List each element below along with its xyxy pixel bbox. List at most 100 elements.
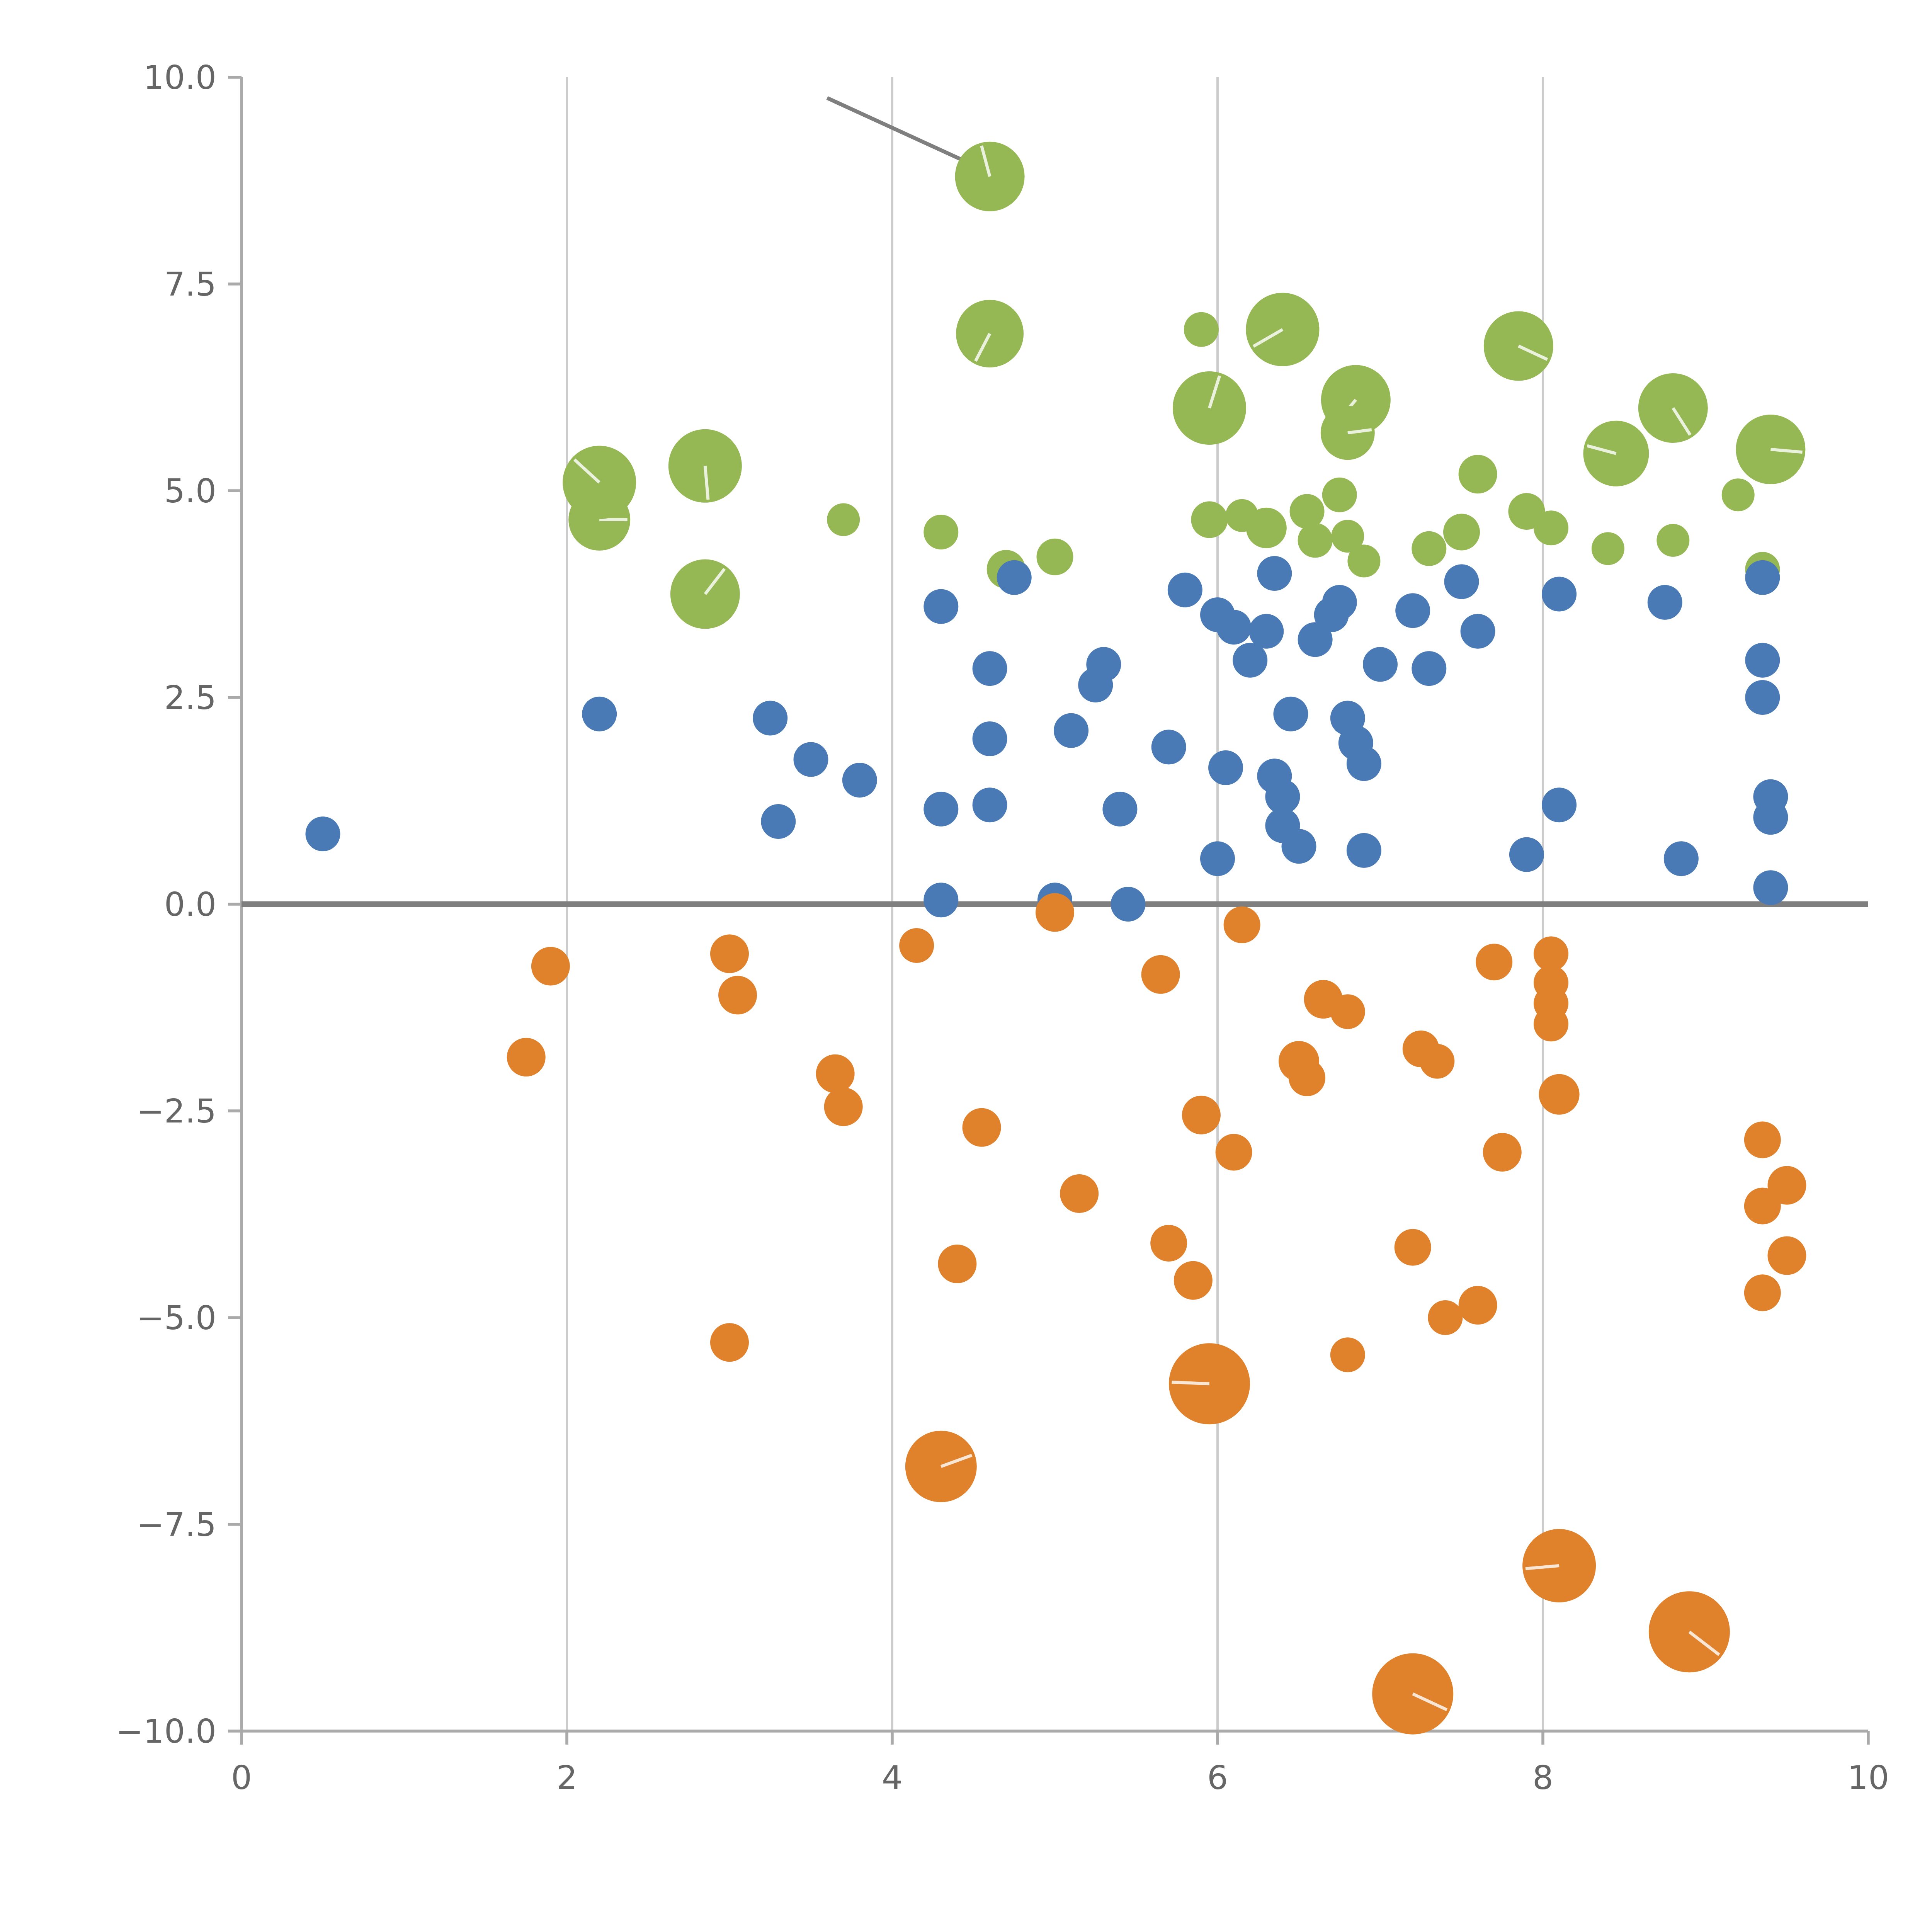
data-point-orange [962, 1108, 1001, 1147]
data-point-orange [816, 1054, 855, 1093]
data-point-blue [1257, 556, 1292, 591]
data-point-orange [1476, 944, 1513, 981]
data-point-blue [1346, 833, 1381, 868]
data-point-green [923, 515, 959, 549]
y-tick-label: −10.0 [116, 1713, 216, 1751]
data-point-blue [842, 763, 877, 798]
y-tick-label: −5.0 [137, 1299, 216, 1337]
data-point-blue [793, 742, 828, 777]
bubble-highlight-tick [940, 1454, 973, 1468]
data-point-orange [710, 1323, 749, 1362]
data-point-blue [972, 721, 1007, 756]
data-point-orange [1483, 1133, 1522, 1172]
data-point-blue [1542, 577, 1577, 612]
bubble-highlight-tick [980, 145, 992, 177]
data-point-blue [997, 560, 1032, 595]
data-point-green [1721, 478, 1755, 512]
bubble-highlight-tick [1688, 1631, 1720, 1656]
x-tick-label: 6 [1207, 1759, 1228, 1797]
bubble-highlight-tick [1208, 375, 1221, 409]
data-point-blue [1753, 870, 1788, 905]
bubble-highlight-tick [1518, 344, 1548, 361]
data-point-orange [1744, 1274, 1781, 1311]
bubble-highlight-tick [1347, 428, 1372, 435]
x-tick-label: 8 [1532, 1759, 1553, 1797]
data-point-blue [1363, 647, 1398, 682]
data-point-blue [1233, 643, 1268, 678]
data-point-orange [1534, 1007, 1569, 1042]
data-point-green [1191, 501, 1228, 538]
data-point-orange [1767, 1166, 1806, 1205]
bubble-highlight-tick [974, 333, 992, 362]
data-point-orange [1767, 1236, 1806, 1275]
y-tick-label: 0.0 [164, 886, 216, 924]
data-point-blue [1265, 779, 1300, 814]
data-point-blue [1281, 829, 1316, 864]
data-point-orange [531, 947, 570, 986]
x-tick-label: 4 [882, 1759, 903, 1797]
x-tick-label: 0 [231, 1759, 252, 1797]
data-point-orange [1744, 1121, 1781, 1158]
data-point-blue [753, 701, 788, 736]
bubble-highlight-tick [1587, 444, 1617, 455]
data-point-blue [1216, 610, 1252, 645]
y-tick-label: −2.5 [137, 1092, 216, 1131]
data-point-blue [1322, 585, 1357, 620]
data-point-orange [1215, 1134, 1252, 1171]
data-point-green [1322, 477, 1357, 512]
data-point-green [1458, 455, 1497, 494]
data-point-orange [1458, 1286, 1497, 1325]
bubble-highlight-tick [1525, 1564, 1560, 1570]
bubble-highlight-tick [573, 458, 600, 484]
data-point-green [1591, 532, 1624, 565]
data-point-blue [1444, 564, 1479, 599]
data-point-blue [1249, 614, 1284, 649]
data-point-blue [972, 787, 1007, 823]
data-point-green [1298, 523, 1333, 558]
bubble-highlight-tick [1672, 407, 1692, 436]
data-point-green [1331, 520, 1364, 553]
data-point-orange [1428, 1300, 1463, 1335]
data-point-green [1534, 510, 1569, 546]
data-point-orange [1173, 1261, 1213, 1300]
bubble-highlight-tick [1770, 448, 1803, 454]
data-point-orange [1744, 1187, 1781, 1225]
data-point-orange [1420, 1044, 1455, 1079]
data-point-blue [1111, 887, 1146, 922]
data-point-green [1412, 531, 1447, 566]
x-tick-label: 10 [1847, 1759, 1889, 1797]
data-point-orange [899, 928, 934, 963]
data-point-green [1347, 544, 1381, 578]
data-point-blue [582, 696, 617, 731]
data-point-blue [761, 804, 796, 839]
data-point-blue [1460, 614, 1495, 649]
data-point-green [1289, 494, 1325, 529]
data-point-blue [1745, 680, 1780, 715]
data-point-blue [1273, 696, 1308, 731]
bubble-highlight-tick [1412, 1692, 1448, 1711]
data-point-orange [1182, 1095, 1221, 1134]
data-point-blue [305, 816, 340, 852]
data-point-blue [1346, 746, 1381, 781]
data-point-blue [1745, 643, 1780, 678]
data-point-orange [507, 1037, 546, 1077]
x-tick-label: 2 [556, 1759, 577, 1797]
data-point-blue [1663, 841, 1699, 876]
data-point-blue [1151, 730, 1186, 765]
y-tick-label: 7.5 [164, 265, 216, 304]
data-point-orange [1060, 1174, 1099, 1213]
y-tick-label: 10.0 [143, 59, 216, 97]
data-point-blue [1647, 585, 1682, 620]
data-point-blue [972, 651, 1007, 686]
data-point-blue [1208, 750, 1243, 785]
y-tick-label: −7.5 [137, 1506, 216, 1544]
y-tick-label: 2.5 [164, 679, 216, 717]
data-point-blue [1395, 593, 1430, 628]
data-point-green [1443, 514, 1480, 551]
data-point-orange [824, 1087, 863, 1126]
data-point-blue [1167, 572, 1202, 607]
bubble-highlight-tick [1172, 1380, 1210, 1386]
data-point-blue [1054, 713, 1089, 748]
data-point-orange [718, 976, 757, 1015]
